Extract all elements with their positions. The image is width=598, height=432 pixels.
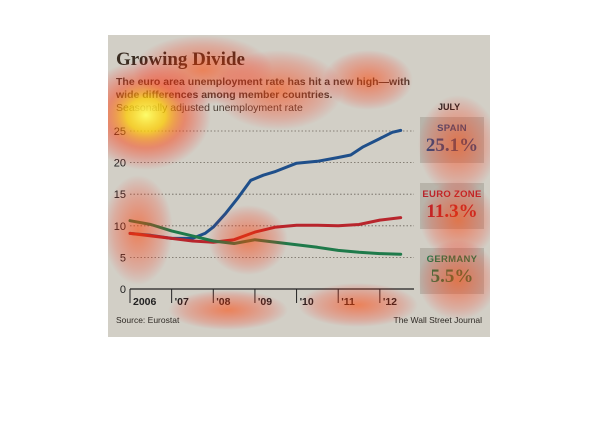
chart-title: Growing Divide xyxy=(116,49,245,70)
y-ticks: 0 5 10 15 20 25 xyxy=(114,126,126,296)
callout-spain-name: SPAIN xyxy=(437,123,467,134)
y-tick-label-5: 5 xyxy=(120,252,126,264)
callout-germany-name: GERMANY xyxy=(426,254,478,265)
chart-subtitle: The euro area unemployment rate has hit … xyxy=(116,76,416,115)
callout-eurozone-value: 11.3% xyxy=(426,201,478,222)
callout-germany: GERMANY 5.5% xyxy=(420,248,484,294)
callout-month: JULY xyxy=(438,102,461,112)
callout-spain: SPAIN 25.1% xyxy=(420,117,484,163)
y-tick-label-25: 25 xyxy=(114,126,126,138)
x-tick-label-4: '10 xyxy=(300,296,314,308)
y-tick-label-0: 0 xyxy=(120,284,126,296)
y-tick-label-20: 20 xyxy=(114,158,126,170)
publisher-credit: The Wall Street Journal xyxy=(393,315,483,325)
callout-eurozone-name: EURO ZONE xyxy=(422,189,482,200)
x-tick-label-0: 2006 xyxy=(133,296,157,308)
x-tick-label-5: '11 xyxy=(341,296,355,308)
callout-germany-value: 5.5% xyxy=(430,266,474,287)
source-note: Source: Eurostat xyxy=(116,315,180,325)
x-tick-label-6: '12 xyxy=(383,296,397,308)
x-ticks: 2006 '07 '08 '09 '10 '11 '12 xyxy=(129,289,397,308)
subtitle-units: Seasonally adjusted unemployment rate xyxy=(116,102,303,114)
callout-eurozone: EURO ZONE 11.3% xyxy=(420,183,484,229)
x-tick-label-1: '07 xyxy=(175,296,189,308)
chart-card: 2006 '07 '08 '09 '10 '11 '12 0 5 10 15 20 25 Growin… xyxy=(108,35,490,337)
x-tick-label-3: '09 xyxy=(258,296,272,308)
series-line-spain xyxy=(128,128,403,240)
y-tick-label-15: 15 xyxy=(114,189,126,201)
y-tick-label-10: 10 xyxy=(114,221,126,233)
subtitle-main: The euro area unemployment rate has hit … xyxy=(116,76,411,101)
x-tick-label-2: '08 xyxy=(216,296,230,308)
callout-spain-value: 25.1% xyxy=(425,135,479,156)
series-lines xyxy=(128,128,403,256)
